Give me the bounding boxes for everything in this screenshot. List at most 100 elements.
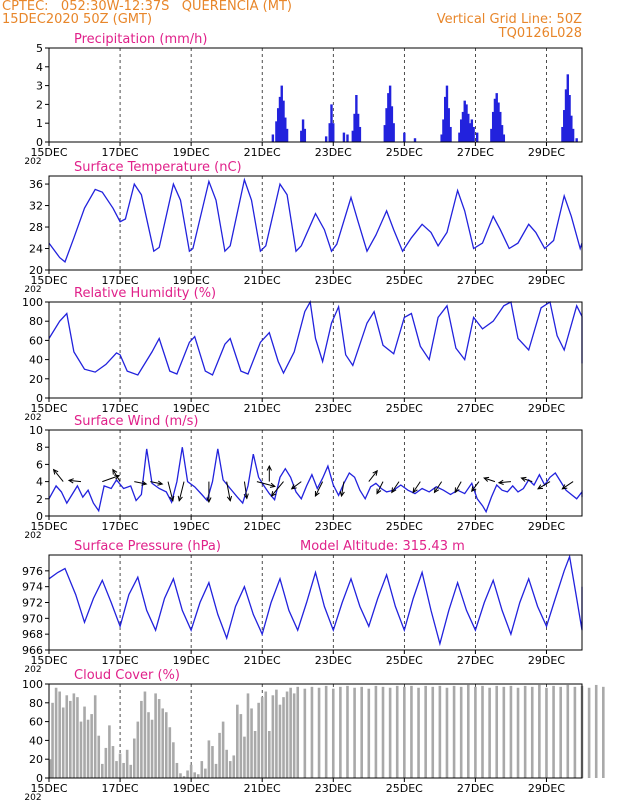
x-tick-label: 25DEC [386,146,423,159]
cloud-bar [502,686,506,778]
precip-bar [491,111,495,142]
wind-arrow-head [266,464,272,471]
y-tick-label: 970 [22,612,43,625]
cloud-bar [122,762,125,778]
y-tick-label: 80 [29,315,43,328]
cloud-bar [346,685,349,778]
x-year-label: 202 [24,665,41,675]
wind-arrow [167,481,174,501]
y-tick-label: 2 [36,493,43,506]
y-tick-label: 966 [22,644,43,657]
cloud-bar [339,686,342,778]
wind-arrow-head [177,495,183,502]
header-code: TQ0126L028 [498,26,582,41]
cloud-bar [474,686,477,778]
cloud-bar [86,719,90,778]
x-tick-label: 15DEC [30,520,67,533]
cloud-bar [278,704,282,778]
cloud-bar [275,689,278,778]
cloud-bar [495,685,499,778]
x-year-label: 202 [24,285,41,295]
y-tick-label: 6 [36,458,43,471]
cloud-bar [111,746,115,778]
precip-bar [356,113,360,142]
cloud-bar [239,714,243,778]
cloud-bar [282,697,285,778]
cloud-bar [516,687,520,778]
wind-arrow-head [270,491,277,497]
cloud-bar [268,731,271,778]
cloud-bar [438,685,442,778]
precip-bar [387,93,390,142]
x-tick-label: 21DEC [244,654,281,667]
precip-bar [282,100,285,142]
x-tick-label: 25DEC [386,274,423,287]
cloud-bar [388,687,392,778]
cloud-bar [459,686,463,778]
precip-bar [358,126,362,142]
x-tick-label: 17DEC [102,520,139,533]
cloud-bar [250,708,253,778]
precip-bar [472,126,475,142]
cloud-bar [285,691,289,778]
precip-bar [276,108,280,142]
cloud-bar [118,753,122,778]
cloud-bar [172,742,175,778]
y-tick-label: 60 [29,334,43,347]
cloud-bar [232,755,236,778]
wind-arrow [341,481,345,497]
x-tick-label: 27DEC [457,402,494,415]
y-tick-label: 100 [22,678,43,691]
x-year-label: 202 [24,531,41,541]
x-tick-label: 19DEC [173,654,210,667]
y-tick-label: 24 [29,243,43,256]
wind-arrow [243,481,248,499]
x-tick-label: 25DEC [386,402,423,415]
panel-frame [48,301,583,399]
wind-arrow [391,481,400,493]
pressure-series-line [48,554,583,647]
cloud-bar [164,712,168,778]
cloud-bar [108,725,111,778]
y-tick-label: 0 [36,136,43,149]
wind-arrow [150,481,163,485]
wind-arrow-head [269,482,276,488]
cloud-bar [538,684,541,778]
cloud-bar [303,688,307,778]
cloud-bar [90,714,93,778]
precip-bar [300,130,303,142]
precip-bar [332,123,335,142]
precip-bar [342,132,346,142]
cloud-bar [243,736,246,778]
cloud-bar [271,695,275,778]
x-tick-label: 15DEC [30,782,67,795]
wind-arrow-head [391,487,397,494]
wind-arrow [226,481,231,501]
cloud-bar [221,721,225,778]
x-tick-label: 21DEC [244,520,281,533]
y-tick-label: 3 [36,80,43,93]
x-tick-label: 21DEC [244,146,281,159]
precip-bar [440,134,443,142]
wind-arrow [271,481,284,497]
precip-bar [447,108,450,142]
x-year-label: 202 [24,793,41,800]
cloud-bar [353,687,356,778]
x-tick-label: 29DEC [528,274,565,287]
wind-arrow [178,481,185,501]
cloud-bar [381,686,385,778]
cloud-bar [97,735,101,778]
cloud-bar [360,686,363,778]
panel-cloud: 0 20 40 60 80 100 15DEC 17DEC 19DEC 21DEC 23DEC 25D… [22,668,605,800]
x-tick-label: 27DEC [457,654,494,667]
precip-bar [470,119,474,142]
cloud-bar [566,684,570,778]
y-tick-label: 972 [22,597,43,610]
cloud-bar [228,761,232,778]
x-tick-label: 27DEC [457,782,494,795]
y-tick-label: 40 [29,354,43,367]
cloud-bar [101,763,104,778]
precip-bar [442,119,445,142]
y-tick-label: 976 [22,565,43,578]
cloud-bar [246,693,250,778]
